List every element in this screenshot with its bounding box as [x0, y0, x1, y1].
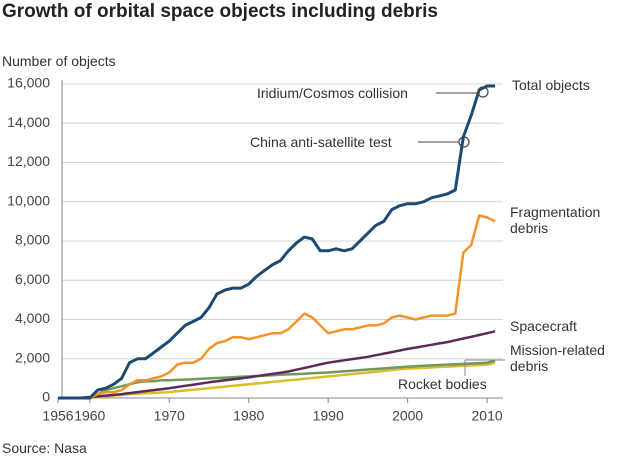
- series-label: Total objects: [512, 77, 590, 93]
- source: Source: Nasa: [2, 440, 87, 456]
- series-line: [58, 330, 496, 400]
- annotation: China anti-satellite test: [248, 134, 394, 150]
- x-tick-label: 2010: [472, 408, 503, 424]
- y-tick-label: 14,000: [7, 114, 50, 130]
- y-tick-label: 12,000: [7, 153, 50, 169]
- series-label: Spacecraft: [510, 318, 577, 334]
- y-tick-label: 6,000: [15, 271, 50, 287]
- series-label: Rocket bodies: [398, 376, 487, 392]
- y-tick-label: 10,000: [7, 192, 50, 208]
- series-line: [58, 214, 496, 400]
- x-tick-label: 1980: [233, 408, 264, 424]
- series-label: Fragmentation debris: [510, 204, 601, 236]
- series-label: Mission-related debris: [510, 342, 605, 374]
- y-tick-label: 0: [42, 389, 50, 405]
- y-tick-label: 4,000: [15, 310, 50, 326]
- x-tick-label: 1970: [154, 408, 185, 424]
- y-tick-label: 16,000: [7, 75, 50, 91]
- x-tick-label: 1990: [313, 408, 344, 424]
- y-tick-label: 8,000: [15, 232, 50, 248]
- annotation: Iridium/Cosmos collision: [255, 85, 410, 101]
- series-line: [58, 84, 496, 400]
- x-tick-label: 1960: [74, 408, 105, 424]
- chart-title: Growth of orbital space objects includin…: [2, 1, 438, 22]
- y-axis-label: Number of objects: [2, 53, 116, 69]
- event-marker: [477, 86, 489, 98]
- x-tick-label: 2000: [392, 408, 423, 424]
- y-tick-label: 2,000: [15, 349, 50, 365]
- x-tick-label: 1956: [42, 408, 73, 424]
